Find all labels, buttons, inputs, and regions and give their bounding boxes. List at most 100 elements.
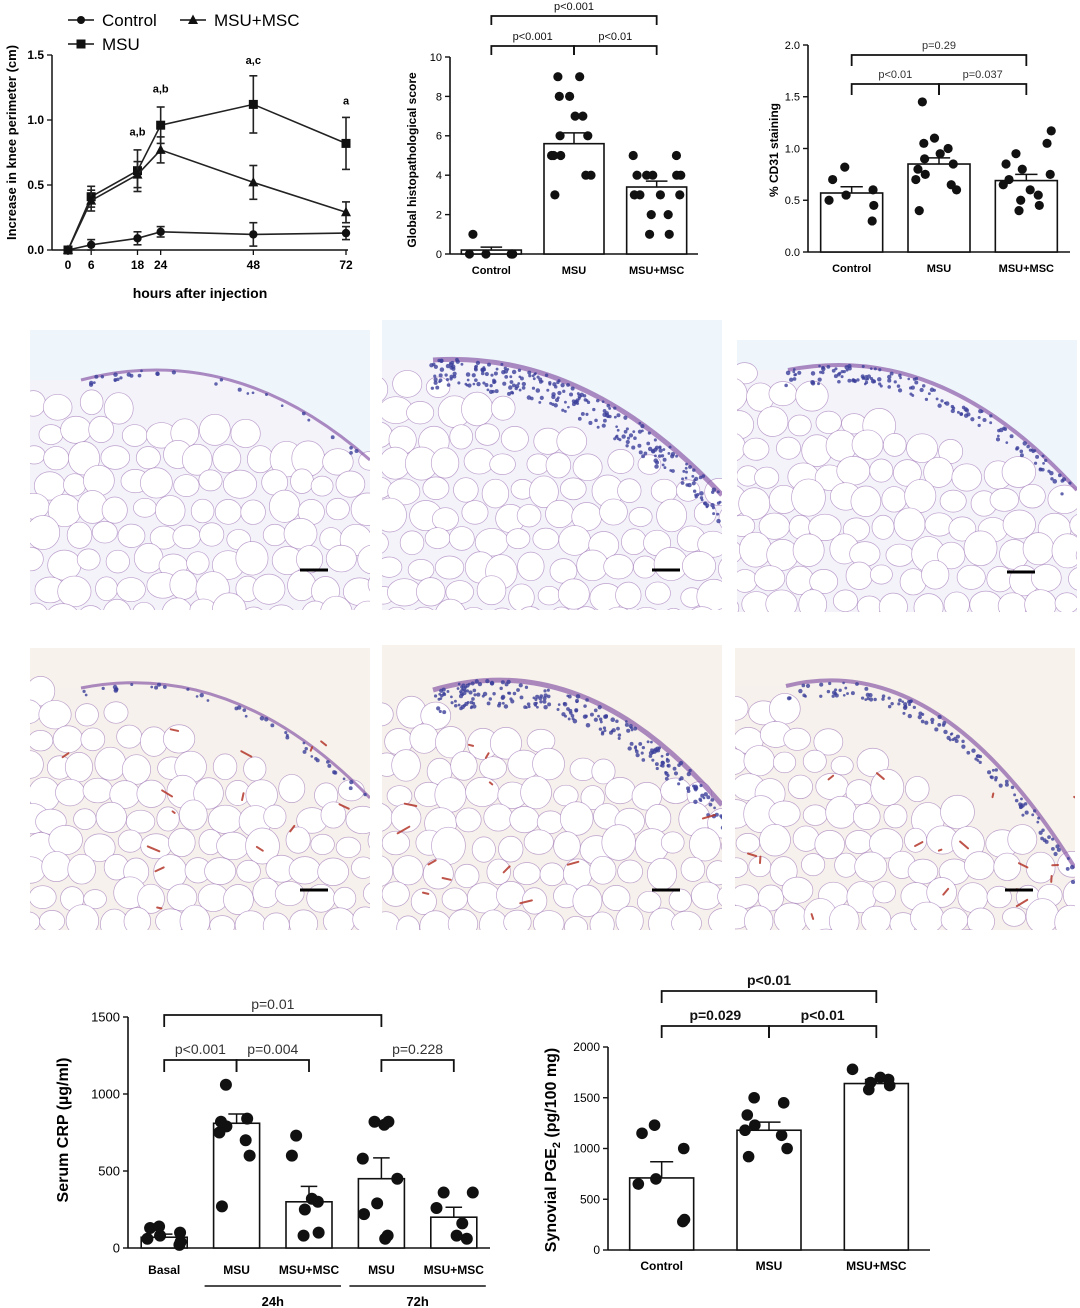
data-point <box>781 1142 793 1155</box>
nucleus <box>332 770 337 775</box>
cell <box>647 857 678 891</box>
cell <box>155 495 186 526</box>
cell <box>602 885 631 911</box>
data-point <box>642 170 652 180</box>
nucleus <box>363 792 367 797</box>
cd31-msu-image <box>382 645 722 930</box>
data-point <box>154 1229 167 1242</box>
nucleus <box>521 381 527 387</box>
cell <box>706 860 722 886</box>
cell <box>214 499 242 525</box>
data-point <box>749 1119 761 1131</box>
data-point <box>368 1115 381 1128</box>
data-point <box>174 1235 187 1248</box>
nucleus <box>971 748 976 753</box>
bracket-line <box>380 1059 455 1072</box>
cell <box>754 565 786 592</box>
vessel <box>241 792 245 802</box>
nucleus <box>564 714 568 718</box>
cell <box>73 808 97 830</box>
cell <box>937 541 966 570</box>
nucleus <box>711 487 717 492</box>
x-tick-label: MSU+MSC <box>999 263 1054 275</box>
nucleus <box>654 454 657 458</box>
cell <box>186 551 210 575</box>
nucleus <box>617 736 621 740</box>
nucleus <box>437 697 441 701</box>
cell <box>83 889 107 910</box>
y-tick-label: 0 <box>436 249 442 261</box>
cell <box>517 551 545 582</box>
nucleus <box>264 393 268 397</box>
nucleus <box>441 687 446 692</box>
cell <box>904 827 928 853</box>
cell <box>553 831 581 861</box>
cell <box>906 433 939 463</box>
cell <box>263 804 287 829</box>
cell <box>222 469 257 499</box>
cell <box>765 589 798 612</box>
nucleus <box>864 686 869 691</box>
vessel <box>421 891 430 895</box>
nucleus <box>990 775 994 780</box>
y-tick-label: 6 <box>436 131 442 143</box>
cell <box>691 606 713 610</box>
data-point <box>1045 169 1055 179</box>
nucleus <box>534 697 538 702</box>
x-tick-label: 24 <box>154 258 168 272</box>
nucleus <box>801 683 806 688</box>
cell <box>940 794 975 830</box>
nucleus <box>917 715 922 720</box>
data-point <box>391 1172 404 1185</box>
nucleus <box>935 397 939 401</box>
nucleus <box>527 705 531 709</box>
cell <box>717 887 722 907</box>
data-point <box>636 1127 648 1140</box>
nucleus <box>1019 453 1024 458</box>
cell <box>718 558 722 580</box>
nucleus <box>677 782 681 786</box>
nucleus <box>137 373 142 378</box>
data-point <box>144 1221 157 1234</box>
nucleus <box>640 751 644 755</box>
cell <box>399 530 425 556</box>
cell <box>132 601 156 610</box>
nucleus <box>433 377 438 382</box>
nucleus <box>516 688 520 692</box>
nucleus <box>512 691 517 696</box>
nucleus <box>641 429 644 433</box>
nucleus <box>445 363 451 369</box>
nucleus <box>438 692 442 696</box>
vessel <box>61 752 70 759</box>
cell <box>199 413 231 446</box>
nucleus <box>457 381 461 385</box>
nucleus <box>869 697 874 702</box>
cell <box>486 858 511 885</box>
nucleus <box>538 400 542 404</box>
vessel <box>502 865 511 874</box>
nucleus <box>930 721 934 725</box>
nucleus <box>574 708 579 713</box>
nucleus <box>497 703 501 708</box>
data-point <box>655 190 665 200</box>
nucleus <box>625 439 630 445</box>
vessel <box>441 877 452 881</box>
nucleus <box>898 373 902 378</box>
cell <box>644 804 672 833</box>
synovial-lining <box>785 678 1075 870</box>
nucleus <box>665 752 670 757</box>
cell <box>828 904 860 930</box>
cell <box>601 824 636 861</box>
cell <box>287 569 317 602</box>
nucleus <box>716 512 720 516</box>
p-value-label: p<0.01 <box>801 1007 845 1023</box>
nucleus <box>444 373 448 377</box>
nucleus <box>685 483 689 487</box>
nucleus <box>1004 782 1009 787</box>
cell <box>856 747 890 778</box>
nucleus <box>640 424 645 429</box>
nucleus <box>140 369 143 373</box>
nucleus <box>976 754 981 759</box>
cell <box>808 513 842 541</box>
y-axis-label: Serum CRP (µg/ml) <box>55 1058 72 1203</box>
